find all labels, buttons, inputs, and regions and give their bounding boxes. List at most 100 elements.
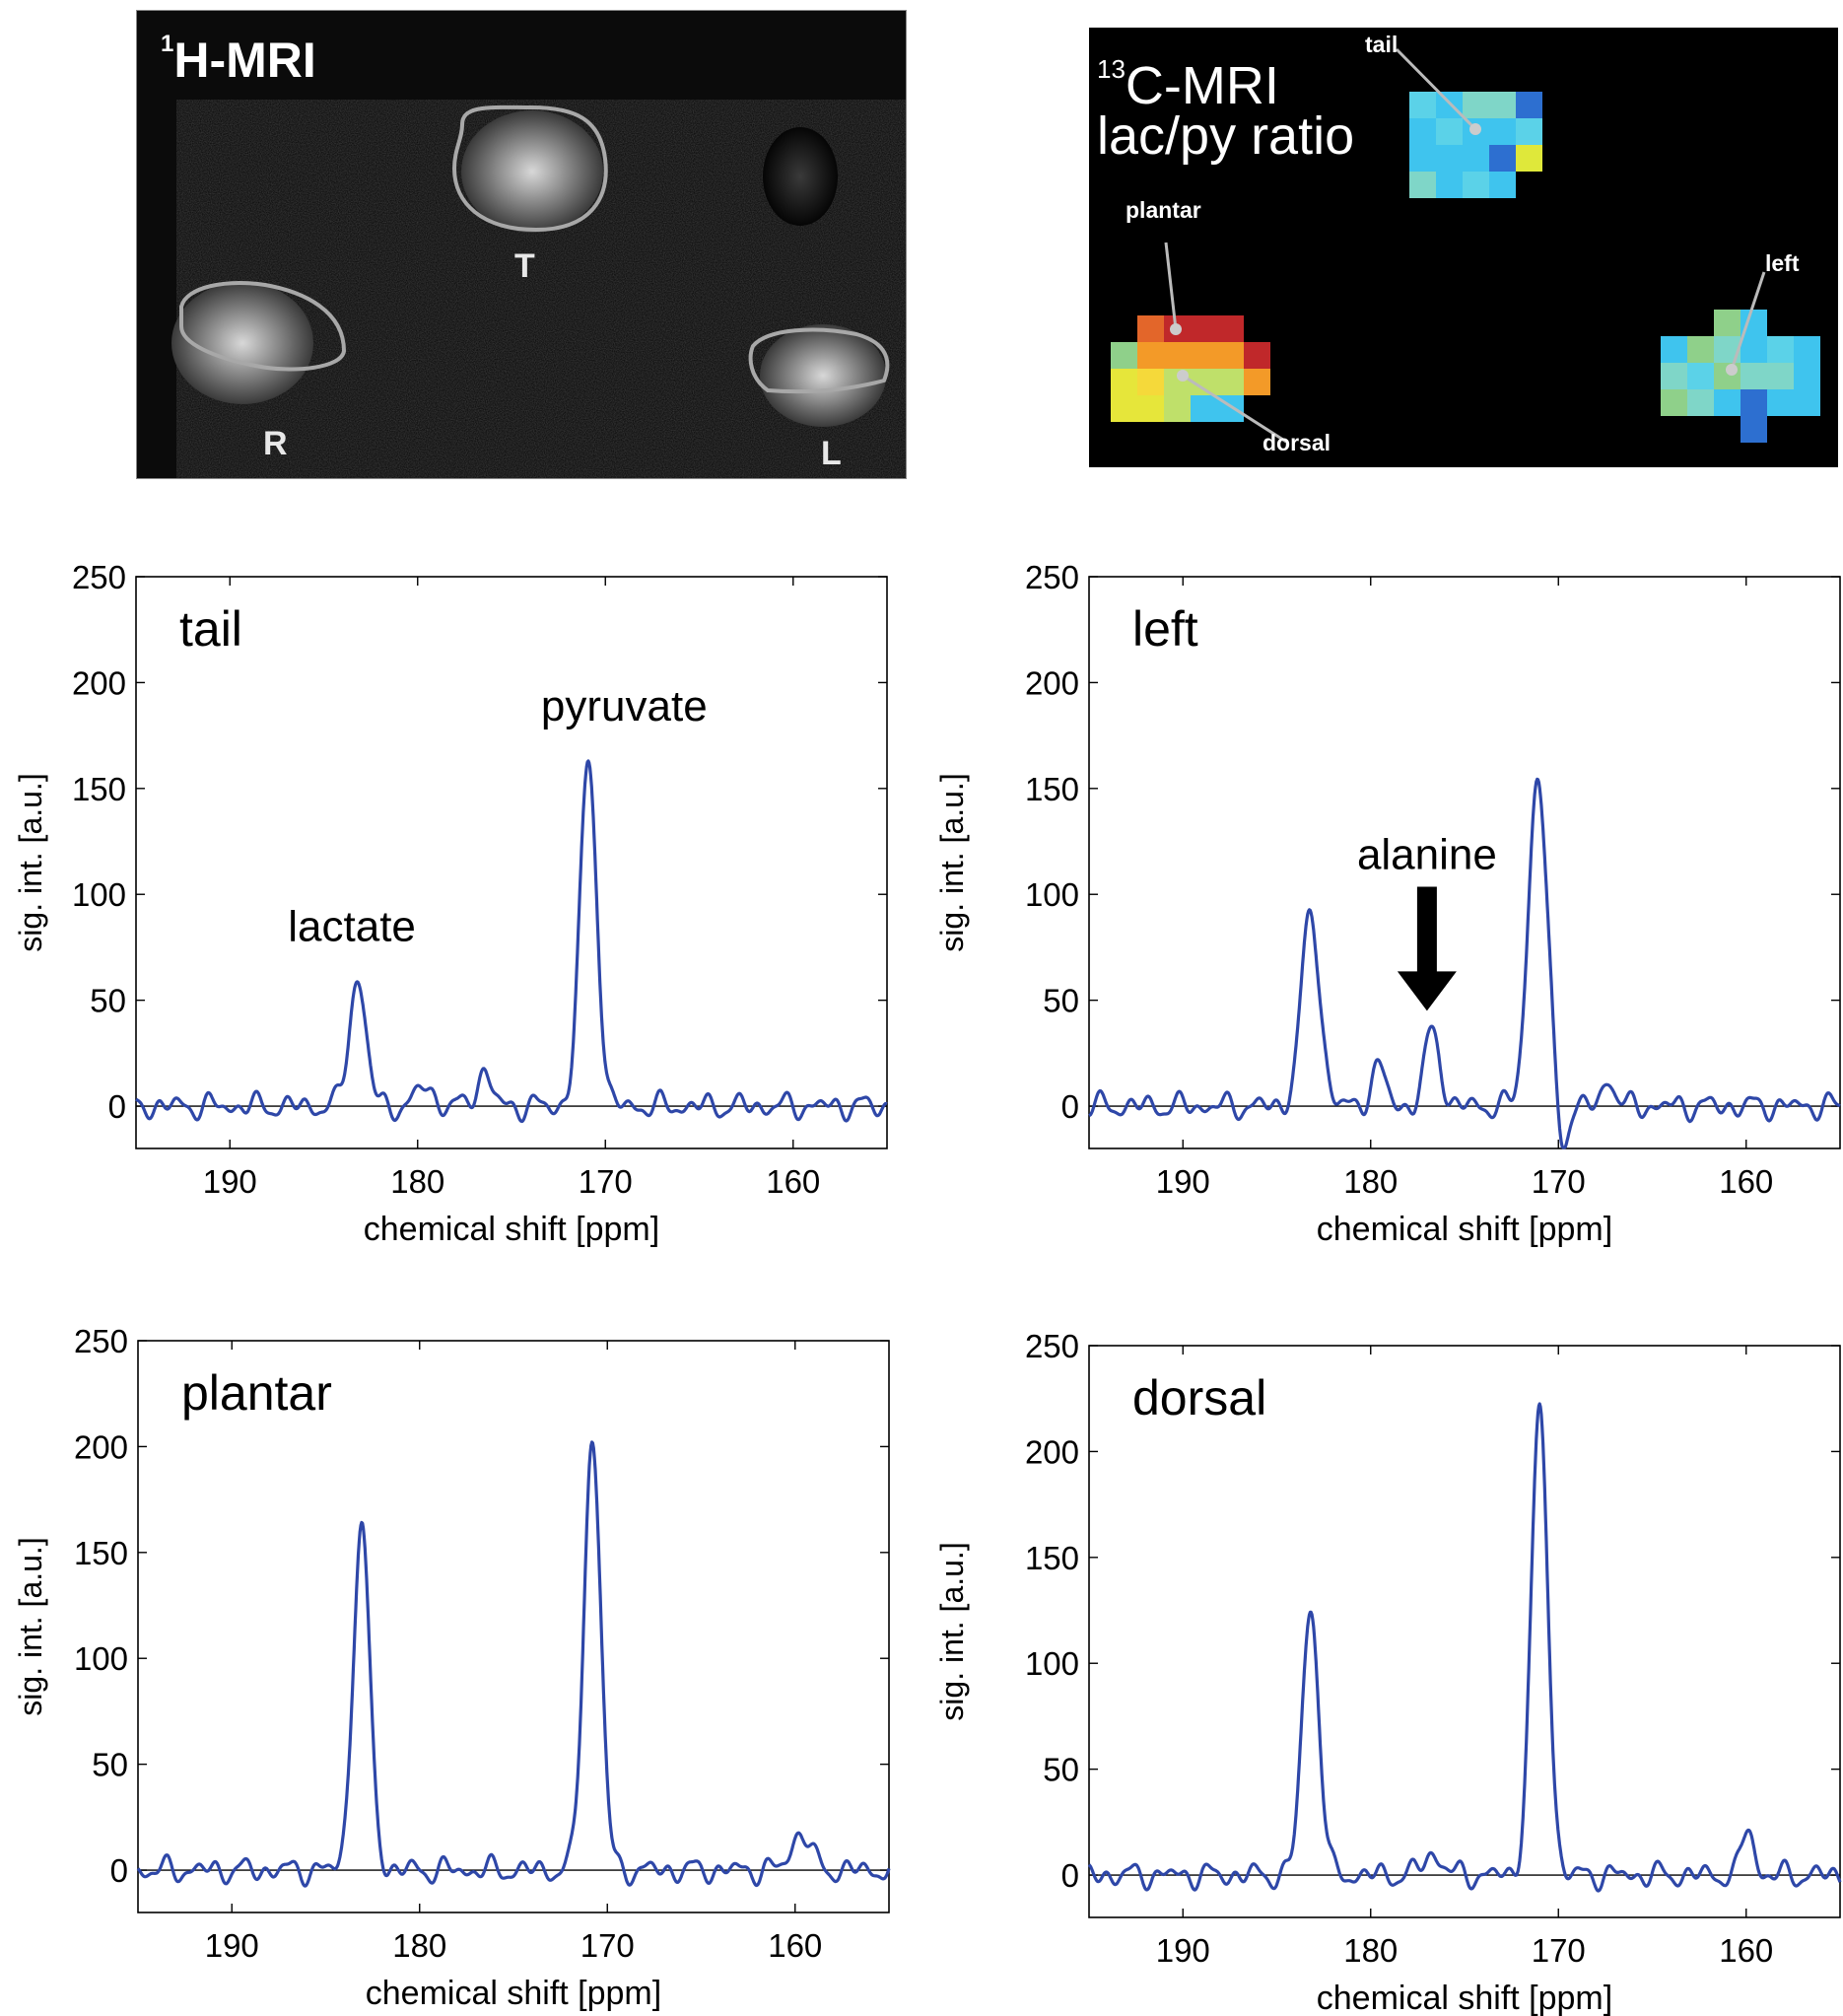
heatmap-pixel xyxy=(1463,145,1489,172)
label-tail: tail xyxy=(1365,32,1399,57)
c-mri-title: 13C-MRI xyxy=(1097,37,1279,117)
heatmap-pixel xyxy=(1111,342,1137,369)
heatmap-pixel xyxy=(1687,363,1714,389)
x-tick-label: 180 xyxy=(1343,1163,1398,1200)
y-tick-label: 100 xyxy=(1025,876,1079,913)
heatmap-pixel xyxy=(1794,363,1820,389)
y-tick-label: 200 xyxy=(72,664,126,701)
heatmap-pixel xyxy=(1714,310,1741,336)
heatmap-pixel xyxy=(1244,342,1270,369)
heatmap-pixel xyxy=(1137,342,1164,369)
label-dorsal: dorsal xyxy=(1263,430,1331,455)
heatmap-pixel xyxy=(1463,92,1489,118)
heatmap-pixel xyxy=(1489,118,1516,145)
heatmap-pixel xyxy=(1191,395,1217,422)
heatmap-pixel xyxy=(1217,369,1244,395)
h-mri-image: 1H-MRI T R L xyxy=(136,10,907,479)
y-tick-label: 250 xyxy=(72,559,126,595)
y-tick-label: 0 xyxy=(110,1852,128,1889)
x-tick-label: 190 xyxy=(1156,1163,1210,1200)
heatmap-pixel xyxy=(1111,369,1137,395)
x-tick-label: 180 xyxy=(392,1927,446,1964)
y-tick-label: 0 xyxy=(1061,1857,1079,1894)
pointer-left xyxy=(1726,271,1766,376)
x-tick-label: 160 xyxy=(768,1927,822,1964)
x-tick-label: 190 xyxy=(203,1163,257,1200)
x-tick-label: 170 xyxy=(580,1927,635,1964)
faint-structure xyxy=(763,127,838,226)
x-axis-label: chemical shift [ppm] xyxy=(364,1211,659,1248)
label-t: T xyxy=(514,247,535,285)
pointer-dorsal xyxy=(1177,370,1287,444)
heatmap-pixel xyxy=(1687,389,1714,416)
alanine-arrow xyxy=(1397,886,1457,1011)
tissue-l xyxy=(760,324,886,427)
y-tick-label: 100 xyxy=(72,876,126,913)
h-mri-title-superscript: 1 xyxy=(161,31,174,57)
heatmap-pixel xyxy=(1489,92,1516,118)
y-tick-label: 200 xyxy=(1025,1433,1079,1470)
label-r: R xyxy=(263,425,288,462)
heatmap-left xyxy=(1661,310,1820,443)
x-tick-label: 170 xyxy=(1532,1163,1586,1200)
heatmap-pixel xyxy=(1436,172,1463,198)
heatmap-pixel xyxy=(1489,172,1516,198)
plot-frame xyxy=(1088,576,1841,1149)
heatmap-pixel xyxy=(1741,363,1767,389)
heatmap-pixel xyxy=(1137,369,1164,395)
y-tick-label: 50 xyxy=(1043,1752,1079,1788)
c-mri-subtitle: lac/py ratio xyxy=(1097,106,1355,166)
heatmap-pixel xyxy=(1164,342,1191,369)
heatmap-pixel xyxy=(1436,145,1463,172)
y-tick-label: 50 xyxy=(1043,983,1079,1019)
spectrum-plot-left: 0 50 100 150 200 250 190 180 170 160 left alanine ch… xyxy=(934,559,1841,1248)
heatmap-pixel xyxy=(1164,395,1191,422)
label-l: L xyxy=(821,435,842,472)
y-tick-label: 200 xyxy=(1025,664,1079,701)
y-tick-label: 150 xyxy=(1025,1540,1079,1576)
heatmap-pixel xyxy=(1794,389,1820,416)
h-mri-title: 1H-MRI xyxy=(161,31,316,89)
spectrum-line xyxy=(1087,1402,1842,1893)
heatmap-pixel xyxy=(1137,315,1164,342)
heatmap-plantar-dorsal xyxy=(1111,315,1270,422)
h-mri-scan xyxy=(137,11,906,478)
heatmap-pixel xyxy=(1794,336,1820,363)
heatmap-pixel xyxy=(1217,342,1244,369)
x-tick-label: 170 xyxy=(1532,1932,1586,1969)
y-tick-label: 100 xyxy=(1025,1645,1079,1682)
y-axis-label: sig. int. [a.u.] xyxy=(13,1537,48,1715)
c-mri-heatmap xyxy=(1111,47,1820,444)
x-axis-label: chemical shift [ppm] xyxy=(366,1975,661,2012)
spectrum-plot-plantar: 0 50 100 150 200 250 190 180 170 160 plantar chemic… xyxy=(13,1323,891,2012)
y-axis-label: sig. int. [a.u.] xyxy=(13,773,48,951)
heatmap-pixel xyxy=(1436,92,1463,118)
label-left: left xyxy=(1765,250,1800,276)
spectrum-plot-tail: 0 50 100 150 200 250 190 180 170 160 tail lactate py… xyxy=(13,559,888,1248)
y-tick-label: 0 xyxy=(108,1088,126,1125)
y-tick-label: 250 xyxy=(1025,1328,1079,1364)
pointer-tail xyxy=(1395,47,1481,135)
heatmap-pixel xyxy=(1661,389,1687,416)
heatmap-pixel xyxy=(1516,92,1542,118)
heatmap-pixel xyxy=(1191,315,1217,342)
heatmap-pixel xyxy=(1741,389,1767,416)
roi-contour-t xyxy=(451,104,608,233)
y-tick-label: 150 xyxy=(72,771,126,807)
heatmap-tail xyxy=(1409,92,1542,198)
heatmap-pixel xyxy=(1409,172,1436,198)
y-tick-label: 50 xyxy=(92,1747,128,1783)
heatmap-pixel xyxy=(1436,118,1463,145)
heatmap-pixel xyxy=(1687,336,1714,363)
heatmap-pixel xyxy=(1217,315,1244,342)
plot-frame xyxy=(137,1340,890,1913)
x-tick-label: 180 xyxy=(390,1163,444,1200)
y-tick-label: 0 xyxy=(1061,1088,1079,1125)
heatmap-pixel xyxy=(1516,118,1542,145)
heatmap-pixel xyxy=(1661,363,1687,389)
tissue-r xyxy=(171,282,313,404)
y-tick-label: 150 xyxy=(1025,771,1079,807)
heatmap-pixel xyxy=(1244,369,1270,395)
x-tick-label: 180 xyxy=(1343,1932,1398,1969)
tissue-t xyxy=(461,110,603,233)
